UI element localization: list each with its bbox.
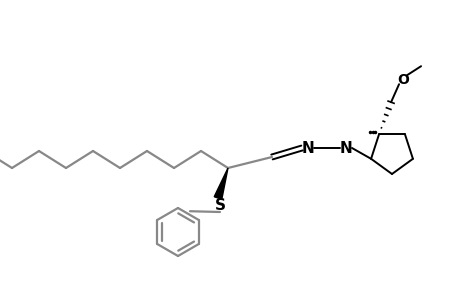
Text: N: N [301,140,313,155]
Text: S: S [214,199,225,214]
Text: O: O [396,73,408,87]
Polygon shape [214,168,228,199]
Text: N: N [339,140,352,155]
